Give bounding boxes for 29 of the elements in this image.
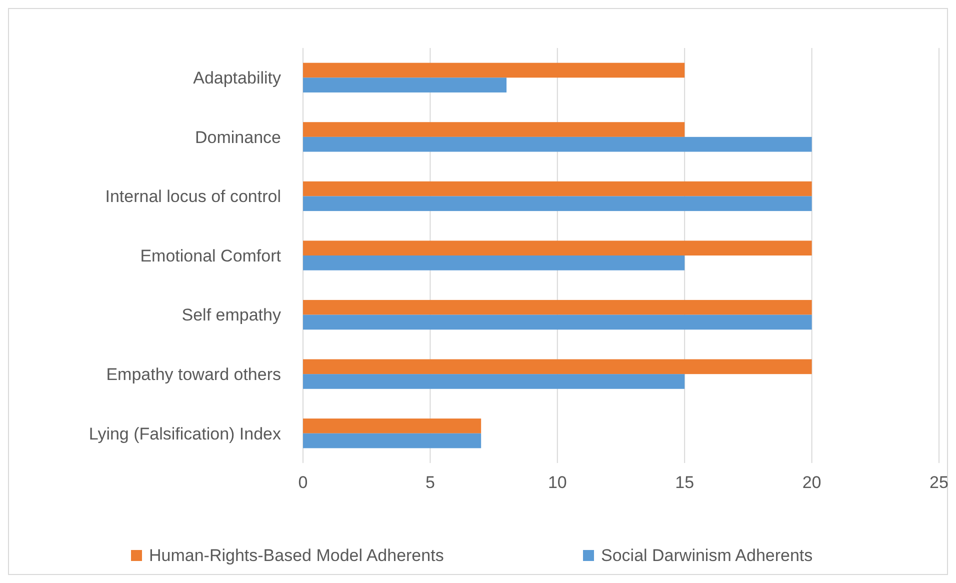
legend-label: Human-Rights-Based Model Adherents <box>149 546 444 565</box>
y-tick-label: Self empathy <box>182 306 282 325</box>
bar <box>303 359 812 374</box>
bar <box>303 256 685 270</box>
x-tick-label: 15 <box>675 473 694 492</box>
bar <box>303 433 482 448</box>
bar <box>303 374 685 389</box>
x-tick-label: 5 <box>425 473 435 492</box>
x-tick-label: 0 <box>298 473 308 492</box>
bar <box>303 314 812 330</box>
y-tick-label: Lying (Falsification) Index <box>88 424 282 444</box>
y-tick-label: Dominance <box>195 128 281 147</box>
bar <box>303 300 812 315</box>
bar <box>303 181 812 196</box>
legend-label: Social Darwinism Adherents <box>601 546 813 565</box>
bar <box>303 122 685 137</box>
y-tick-label: Emotional Comfort <box>140 246 282 266</box>
y-tick-label: Internal locus of control <box>105 187 281 206</box>
bar <box>303 62 685 78</box>
x-tick-label: 10 <box>548 473 567 492</box>
bar <box>303 418 482 434</box>
y-tick-label: Empathy toward others <box>106 365 281 384</box>
bar <box>303 78 507 92</box>
bar <box>303 196 812 212</box>
y-tick-label: Adaptability <box>193 68 282 88</box>
bar <box>303 136 812 152</box>
x-tick-label: 20 <box>802 473 822 492</box>
x-tick-label: 25 <box>930 473 948 492</box>
bar <box>303 240 812 256</box>
